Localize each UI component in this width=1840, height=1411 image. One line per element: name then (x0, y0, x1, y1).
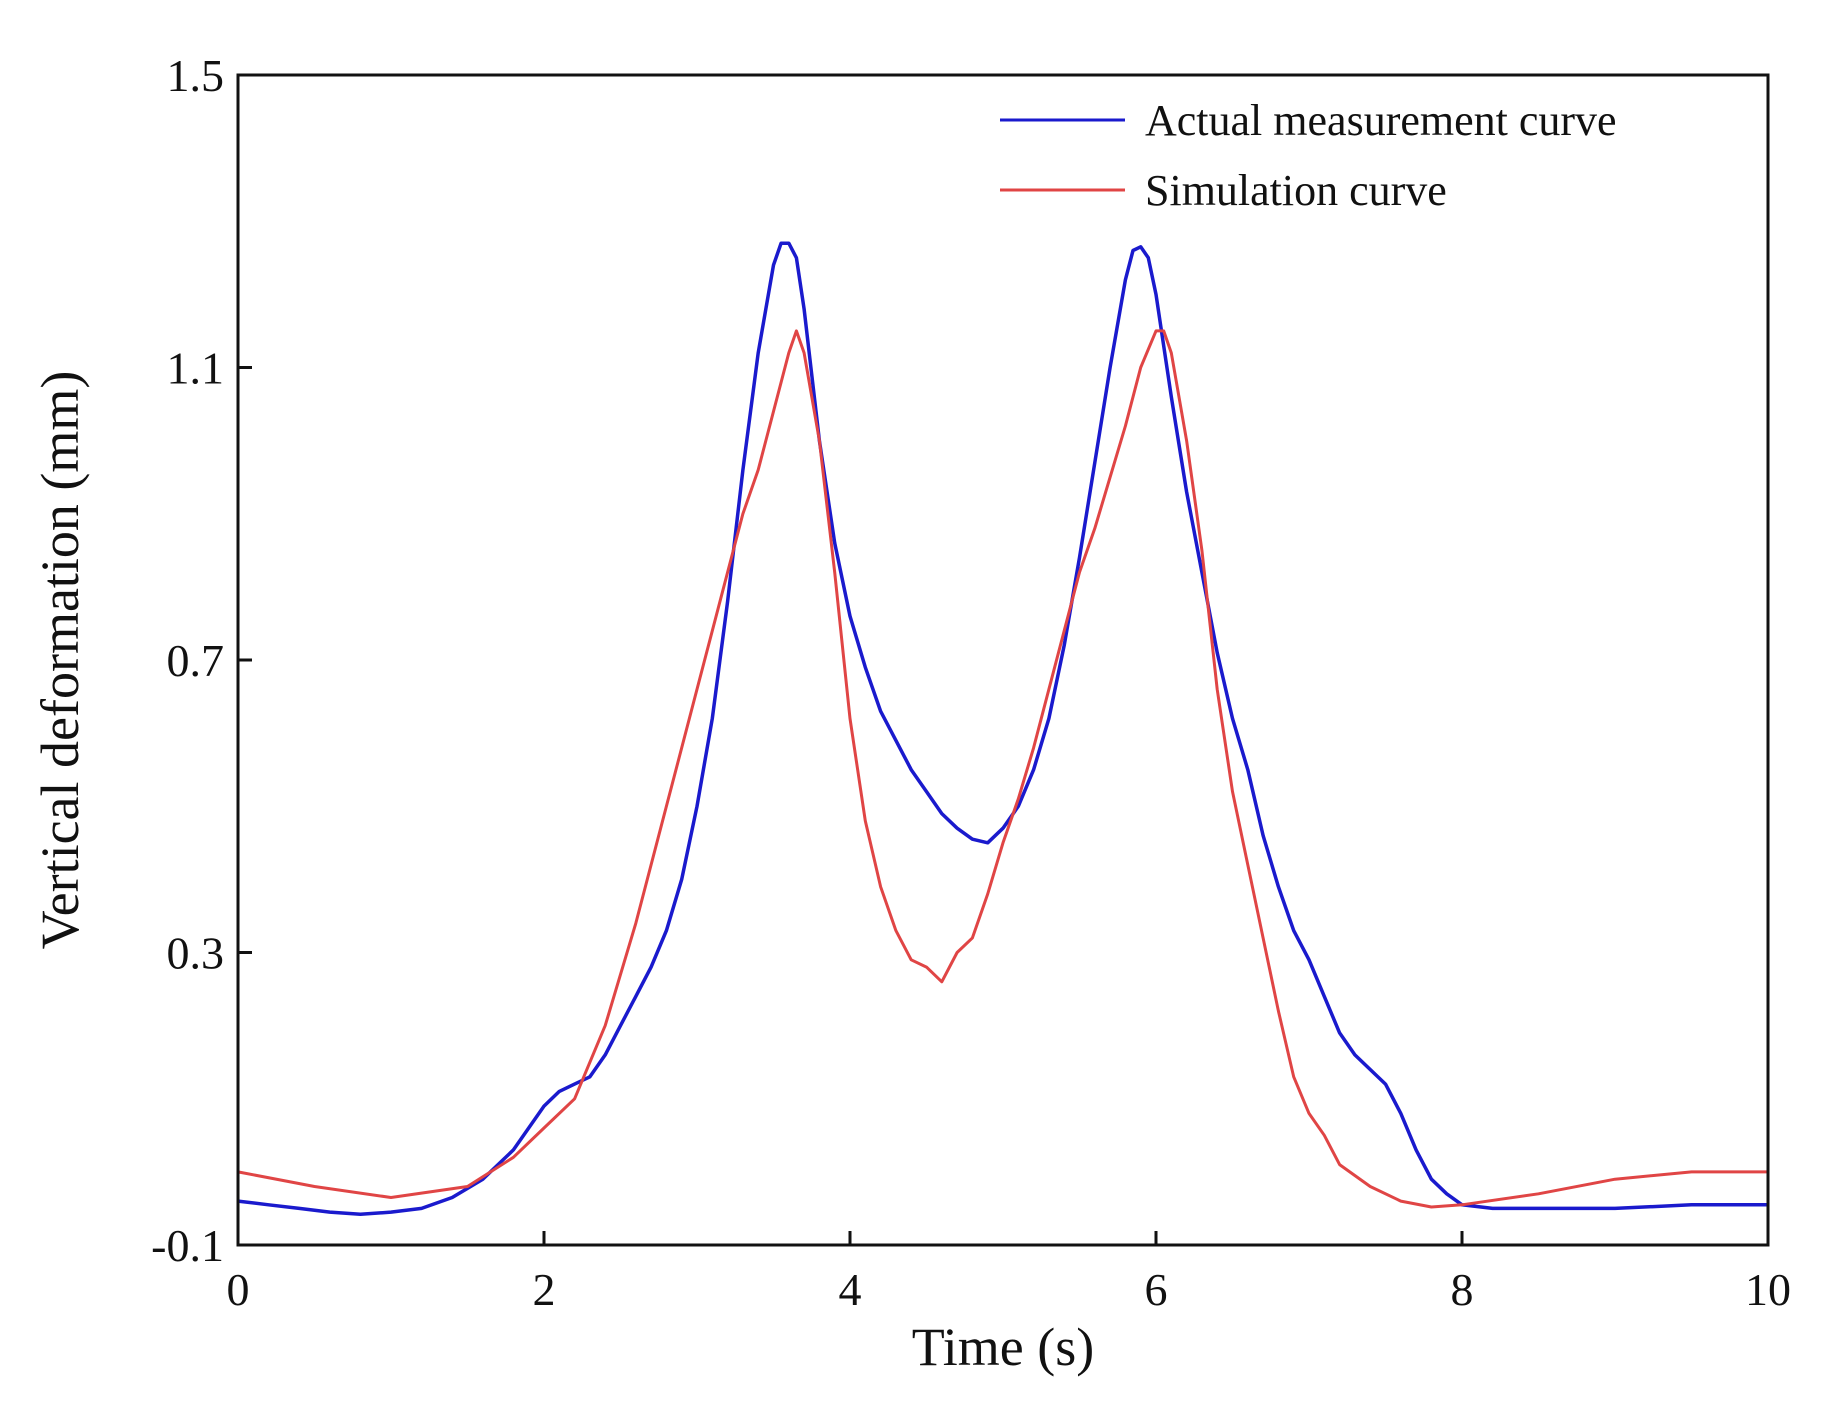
y-tick-label: 1.1 (167, 343, 225, 394)
y-tick-label: 1.5 (167, 50, 225, 101)
legend-label-simulation: Simulation curve (1145, 166, 1447, 215)
x-axis-title: Time (s) (912, 1317, 1095, 1377)
y-tick-label: -0.1 (151, 1220, 224, 1271)
y-axis-ticks: -0.1 0.3 0.7 1.1 1.5 (151, 50, 252, 1271)
y-tick-label: 0.3 (167, 928, 225, 979)
x-tick-label: 0 (227, 1264, 250, 1315)
series-line-actual-measurement (237, 241, 1768, 1217)
x-tick-label: 4 (839, 1264, 862, 1315)
y-tick-label: 0.7 (167, 635, 225, 686)
x-tick-label: 10 (1745, 1264, 1791, 1315)
plot-area-frame (236, 73, 1770, 1247)
x-axis-ticks: 0 2 4 6 8 10 (227, 1231, 1791, 1315)
legend-label-actual: Actual measurement curve (1145, 96, 1617, 145)
series-layer (237, 241, 1768, 1217)
y-axis-title: Vertical deformation (mm) (30, 371, 90, 950)
legend: Actual measurement curve Simulation curv… (1000, 96, 1617, 215)
x-tick-label: 2 (533, 1264, 556, 1315)
x-tick-label: 6 (1145, 1264, 1168, 1315)
series-line-simulation (237, 329, 1768, 1209)
x-tick-label: 8 (1451, 1264, 1474, 1315)
